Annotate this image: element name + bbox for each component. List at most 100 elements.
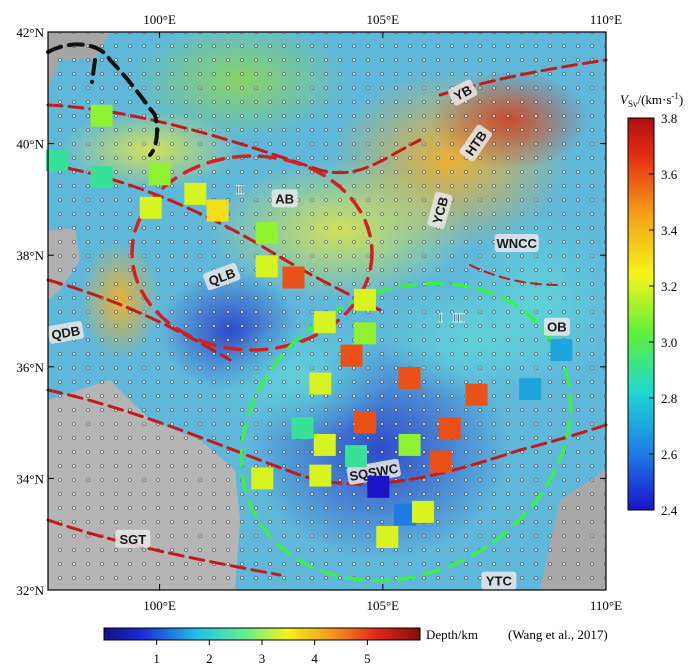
data-point-square bbox=[367, 475, 390, 498]
depth-tick-label: 5 bbox=[364, 651, 371, 666]
bottom-tick-label: 110°E bbox=[590, 598, 622, 613]
top-tick-label: 105°E bbox=[366, 12, 399, 27]
region-label: YB bbox=[448, 79, 478, 106]
region-label-box bbox=[115, 529, 151, 548]
depth-tick-label: 1 bbox=[153, 651, 160, 666]
data-point-square bbox=[90, 166, 113, 189]
data-point-square bbox=[429, 450, 452, 473]
subregion-labels: III III bbox=[235, 182, 465, 326]
region-label-text: YTC bbox=[486, 574, 513, 589]
citation: (Wang et al., 2017) bbox=[508, 627, 608, 642]
vs-tick-label: 3.2 bbox=[661, 279, 677, 294]
data-point-square bbox=[291, 417, 314, 440]
data-point-square bbox=[398, 366, 421, 389]
left-tick-label: 42°N bbox=[16, 25, 44, 40]
data-point-square bbox=[398, 433, 421, 456]
vs-tick-label: 2.4 bbox=[661, 503, 678, 518]
left-tick-label: 32°N bbox=[16, 583, 44, 598]
data-point-square bbox=[148, 163, 171, 186]
depth-colorbar-label: Depth/km bbox=[426, 627, 478, 642]
depth-tick-label: 3 bbox=[259, 651, 266, 666]
data-point-square bbox=[353, 288, 376, 311]
data-point-square bbox=[184, 182, 207, 205]
data-point-square bbox=[309, 464, 332, 487]
region-label-box bbox=[427, 191, 453, 229]
data-point-square bbox=[345, 445, 368, 468]
region-label-text: AB bbox=[275, 191, 294, 206]
data-point-square bbox=[45, 149, 68, 172]
data-point-square bbox=[438, 417, 461, 440]
region-label-box bbox=[543, 317, 570, 336]
data-point-square bbox=[139, 196, 162, 219]
data-point-square bbox=[206, 199, 229, 222]
vs-tick-label: 3.0 bbox=[661, 335, 677, 350]
data-point-square bbox=[411, 500, 434, 523]
data-point-square bbox=[309, 372, 332, 395]
left-tick-label: 40°N bbox=[16, 137, 44, 152]
data-point-square bbox=[465, 383, 488, 406]
data-point-square bbox=[376, 525, 399, 548]
data-point-square bbox=[282, 266, 305, 289]
region-label-box bbox=[271, 189, 298, 208]
region-label-text: SGT bbox=[119, 532, 146, 547]
data-point-square bbox=[313, 433, 336, 456]
data-point-square bbox=[519, 378, 542, 401]
vs-tick-label: 3.8 bbox=[661, 111, 677, 126]
region-label-text: OB bbox=[547, 320, 567, 335]
top-tick-label: 100°E bbox=[143, 12, 176, 27]
region-label: YTC bbox=[481, 571, 517, 590]
data-point-square bbox=[340, 344, 363, 367]
region-label: SGT bbox=[115, 529, 151, 548]
depth-colorbar: 1 2 3 4 5 Depth/km bbox=[103, 627, 478, 666]
region-label-box bbox=[494, 234, 539, 253]
depth-colorbar-ramp bbox=[103, 627, 421, 641]
top-tick-label: 110°E bbox=[590, 12, 622, 27]
region-label: QDB bbox=[47, 320, 85, 344]
region-label: AB bbox=[271, 189, 298, 208]
data-point-square bbox=[394, 503, 417, 526]
region-label: WNCC bbox=[494, 234, 539, 253]
region-label: QLB bbox=[203, 262, 241, 291]
region-label-text: YB bbox=[451, 82, 474, 104]
vs-tick-label: 2.6 bbox=[661, 447, 678, 462]
region-label: YCB bbox=[427, 191, 453, 229]
region-label-box bbox=[459, 124, 492, 162]
vs-colorbar-ticks: 2.4 2.6 2.8 3.0 3.2 3.4 3.6 3.8 bbox=[649, 111, 678, 518]
vs-tick-label: 3.6 bbox=[661, 167, 678, 182]
data-point-square bbox=[353, 322, 376, 345]
depth-tick-label: 4 bbox=[311, 651, 318, 666]
left-tick-label: 38°N bbox=[16, 248, 44, 263]
velocity-map bbox=[48, 32, 606, 590]
subregion-label: II bbox=[236, 182, 245, 197]
region-label-box bbox=[47, 320, 85, 344]
left-tick-label: 36°N bbox=[16, 360, 44, 375]
bottom-tick-label: 100°E bbox=[143, 598, 176, 613]
map-border bbox=[47, 31, 607, 591]
region-label-box bbox=[481, 571, 517, 590]
data-point-square bbox=[255, 221, 278, 244]
map-axes: 100°E 105°E 110°E 100°E 105°E 110°E 42°N 40°N 38… bbox=[16, 12, 622, 613]
region-label-text: YCB bbox=[430, 195, 452, 225]
region-label-box bbox=[203, 262, 241, 291]
region-label-text: WNCC bbox=[497, 236, 538, 251]
depth-points bbox=[45, 104, 573, 548]
bottom-tick-label: 105°E bbox=[366, 598, 399, 613]
subregion-label: III bbox=[452, 310, 465, 325]
region-label-box bbox=[448, 79, 478, 106]
vs-colorbar: VSv/(km·s-1) 2.4 2.6 2.8 3.0 3.2 3.4 3.6 3.8 bbox=[620, 91, 683, 518]
data-point-square bbox=[313, 311, 336, 334]
depth-tick-label: 2 bbox=[206, 651, 213, 666]
subregion-label: I bbox=[439, 310, 443, 325]
left-tick-label: 34°N bbox=[16, 471, 44, 486]
data-point-square bbox=[90, 104, 113, 127]
data-point-square bbox=[353, 411, 376, 434]
data-point-square bbox=[550, 339, 573, 362]
region-label: OB bbox=[543, 317, 570, 336]
data-point-square bbox=[251, 467, 274, 490]
depth-colorbar-ticks: 1 2 3 4 5 bbox=[153, 640, 371, 666]
data-point-square bbox=[255, 255, 278, 278]
region-label-text: QDB bbox=[50, 323, 81, 343]
vs-tick-label: 3.4 bbox=[661, 223, 678, 238]
